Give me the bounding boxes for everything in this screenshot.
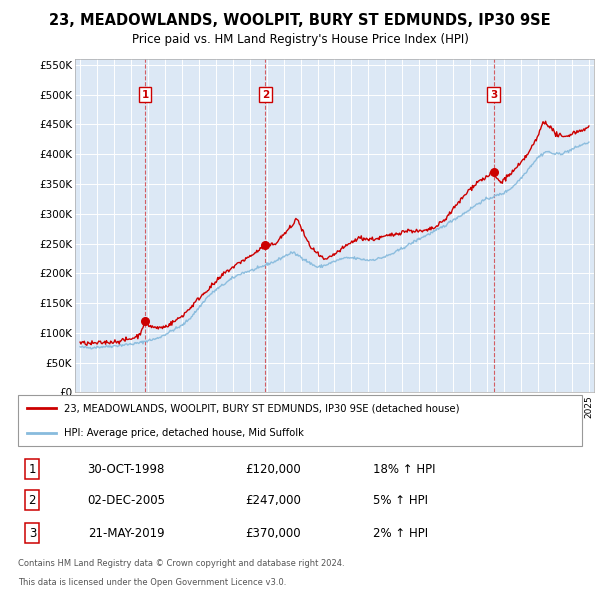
- Text: Price paid vs. HM Land Registry's House Price Index (HPI): Price paid vs. HM Land Registry's House …: [131, 33, 469, 46]
- Text: 1: 1: [29, 463, 36, 476]
- Text: 18% ↑ HPI: 18% ↑ HPI: [373, 463, 436, 476]
- Text: £370,000: £370,000: [245, 526, 301, 540]
- Text: 2% ↑ HPI: 2% ↑ HPI: [373, 526, 428, 540]
- Text: 3: 3: [29, 526, 36, 540]
- Text: £247,000: £247,000: [245, 493, 301, 507]
- Text: 3: 3: [490, 90, 497, 100]
- Text: HPI: Average price, detached house, Mid Suffolk: HPI: Average price, detached house, Mid …: [64, 428, 304, 438]
- Text: £120,000: £120,000: [245, 463, 301, 476]
- Text: 30-OCT-1998: 30-OCT-1998: [88, 463, 165, 476]
- Text: This data is licensed under the Open Government Licence v3.0.: This data is licensed under the Open Gov…: [18, 578, 286, 588]
- Text: 21-MAY-2019: 21-MAY-2019: [88, 526, 164, 540]
- Text: 23, MEADOWLANDS, WOOLPIT, BURY ST EDMUNDS, IP30 9SE (detached house): 23, MEADOWLANDS, WOOLPIT, BURY ST EDMUND…: [64, 403, 460, 413]
- FancyBboxPatch shape: [18, 395, 583, 446]
- Text: Contains HM Land Registry data © Crown copyright and database right 2024.: Contains HM Land Registry data © Crown c…: [18, 559, 344, 568]
- Text: 5% ↑ HPI: 5% ↑ HPI: [373, 493, 428, 507]
- Text: 02-DEC-2005: 02-DEC-2005: [88, 493, 166, 507]
- Text: 2: 2: [29, 493, 36, 507]
- Text: 2: 2: [262, 90, 269, 100]
- Text: 1: 1: [142, 90, 149, 100]
- Text: 23, MEADOWLANDS, WOOLPIT, BURY ST EDMUNDS, IP30 9SE: 23, MEADOWLANDS, WOOLPIT, BURY ST EDMUND…: [49, 13, 551, 28]
